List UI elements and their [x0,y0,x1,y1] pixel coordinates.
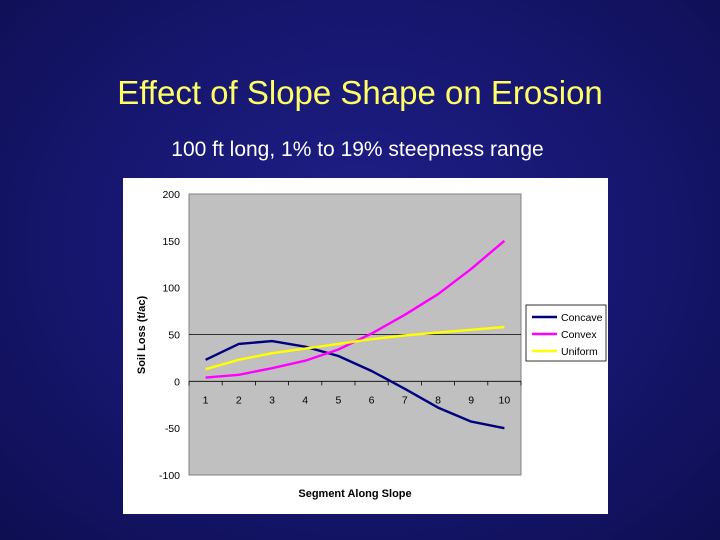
series-line-uniform [205,325,505,371]
x-tick-label: 1 [203,394,209,406]
x-tick-label: 7 [402,394,408,406]
slide-title: Effect of Slope Shape on Erosion [117,74,603,111]
x-tick-label: 8 [435,394,441,406]
x-tick-label: 9 [468,394,474,406]
series-line-concave [205,339,505,430]
legend: Concave Convex Uniform [525,304,607,362]
y-tick-label: 150 [162,236,180,248]
slide-subtitle: 100 ft long, 1% to 19% steepness range [171,138,544,161]
x-tick-label: 6 [369,394,375,406]
x-tick-label: 3 [269,394,275,406]
y-tick-label: 100 [162,283,180,295]
x-tick-label: 4 [302,394,308,406]
y-tick-label: -100 [159,470,180,482]
line-chart: 200 150 100 50 0 -50 -100 1 2 3 4 5 6 7 8 9 10 Soil Los… [136,189,607,500]
y-tick-label: 50 [168,330,180,342]
y-axis-label: Soil Loss (t/ac) [136,296,148,375]
chart-frame: 200 150 100 50 0 -50 -100 1 2 3 4 5 6 7 8 9 10 Soil Los… [123,178,608,514]
x-tick-label: 5 [335,394,341,406]
y-tick-label: -50 [165,423,180,435]
y-tick-label: 0 [174,376,180,388]
legend-label-concave: Concave [561,312,603,324]
x-axis-label: Segment Along Slope [298,488,411,500]
legend-label-convex: Convex [561,329,597,341]
x-tick-label: 2 [236,394,242,406]
x-tick-label: 10 [499,394,511,406]
legend-label-uniform: Uniform [561,346,598,358]
y-tick-label: 200 [162,189,180,201]
